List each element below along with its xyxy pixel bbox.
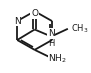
Text: N: N (48, 29, 55, 38)
Text: NH$_2$: NH$_2$ (48, 52, 67, 65)
Text: CH$_3$: CH$_3$ (71, 23, 89, 35)
Text: H: H (48, 39, 54, 48)
Text: N: N (14, 17, 21, 26)
Text: O: O (31, 9, 38, 18)
